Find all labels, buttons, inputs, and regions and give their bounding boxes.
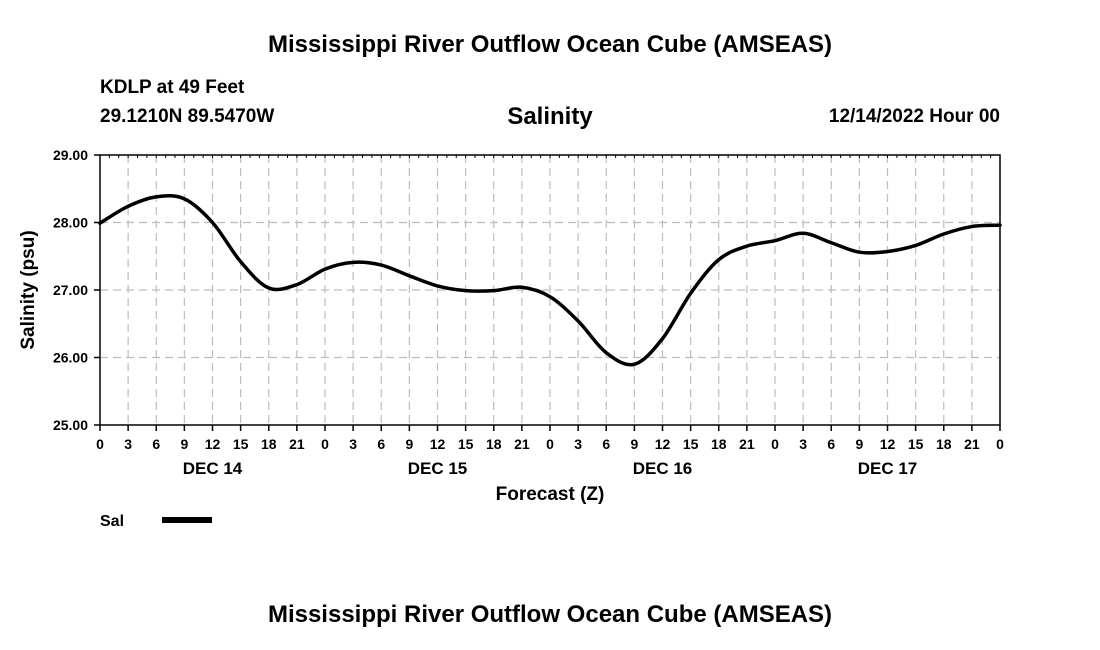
y-tick-label-3: 28.00	[53, 215, 88, 231]
x-tick-label-25: 3	[799, 436, 807, 452]
x-tick-label-15: 21	[514, 436, 530, 452]
x-tick-label-9: 3	[349, 436, 357, 452]
chart-footer-title: Mississippi River Outflow Ocean Cube (AM…	[267, 601, 833, 628]
x-tick-label-26: 6	[827, 436, 835, 452]
x-tick-label-2: 6	[152, 436, 160, 452]
day-label-3: DEC 17	[858, 459, 918, 478]
x-tick-label-13: 15	[458, 436, 474, 452]
legend-label: Sal	[100, 513, 124, 530]
x-tick-label-0: 0	[96, 436, 104, 452]
day-labels: DEC 14 DEC 15 DEC 16 DEC 17	[183, 459, 918, 478]
x-tick-label-7: 21	[289, 436, 305, 452]
x-tick-label-1: 3	[124, 436, 132, 452]
x-tick-label-11: 9	[405, 436, 413, 452]
x-tick-label-21: 15	[683, 436, 699, 452]
x-tick-label-16: 0	[546, 436, 554, 452]
y-tick-labels: 25.00 26.00 27.00 28.00 29.00	[53, 147, 88, 433]
x-axis-title: Forecast (Z)	[496, 484, 605, 505]
y-tick-label-0: 25.00	[53, 417, 88, 433]
x-tick-label-23: 21	[739, 436, 755, 452]
x-tick-label-3: 9	[180, 436, 188, 452]
x-tick-label-31: 21	[964, 436, 980, 452]
grid-lines	[100, 155, 1000, 425]
x-tick-label-22: 18	[711, 436, 727, 452]
x-tick-label-18: 6	[602, 436, 610, 452]
axis-ticks	[94, 154, 1001, 431]
y-tick-label-4: 29.00	[53, 147, 88, 163]
chart-main-title: Mississippi River Outflow Ocean Cube (AM…	[267, 31, 833, 58]
x-tick-label-10: 6	[377, 436, 385, 452]
series-line-sal	[98, 194, 1002, 367]
y-axis-title: Salinity (psu)	[18, 230, 39, 349]
x-tick-label-5: 15	[233, 436, 249, 452]
x-tick-label-20: 12	[655, 436, 671, 452]
x-tick-label-12: 12	[430, 436, 446, 452]
x-tick-label-6: 18	[261, 436, 277, 452]
x-tick-label-24: 0	[771, 436, 779, 452]
x-tick-label-27: 9	[855, 436, 863, 452]
y-tick-label-2: 27.00	[53, 282, 88, 298]
x-tick-label-29: 15	[908, 436, 924, 452]
chart-title: Salinity	[507, 103, 593, 130]
x-tick-label-30: 18	[936, 436, 952, 452]
x-tick-label-28: 12	[880, 436, 896, 452]
day-label-1: DEC 15	[408, 459, 468, 478]
station-label: KDLP at 49 Feet	[100, 77, 245, 98]
day-label-0: DEC 14	[183, 459, 243, 478]
y-tick-label-1: 26.00	[53, 350, 88, 366]
coordinates-label: 29.1210N 89.5470W	[100, 106, 275, 127]
day-label-2: DEC 16	[633, 459, 693, 478]
x-tick-label-17: 3	[574, 436, 582, 452]
datetime-label: 12/14/2022 Hour 00	[828, 106, 1000, 127]
x-tick-label-4: 12	[205, 436, 221, 452]
x-tick-label-8: 0	[321, 436, 329, 452]
x-tick-label-14: 18	[486, 436, 502, 452]
x-tick-label-19: 9	[630, 436, 638, 452]
x-tick-labels: 0 3 6 9 12 15 18 21 0 3 6 9 12 15 18 21 0 3 6 9 12 15 18 21 0 3 6 9…	[96, 436, 1004, 452]
x-tick-label-32: 0	[996, 436, 1004, 452]
